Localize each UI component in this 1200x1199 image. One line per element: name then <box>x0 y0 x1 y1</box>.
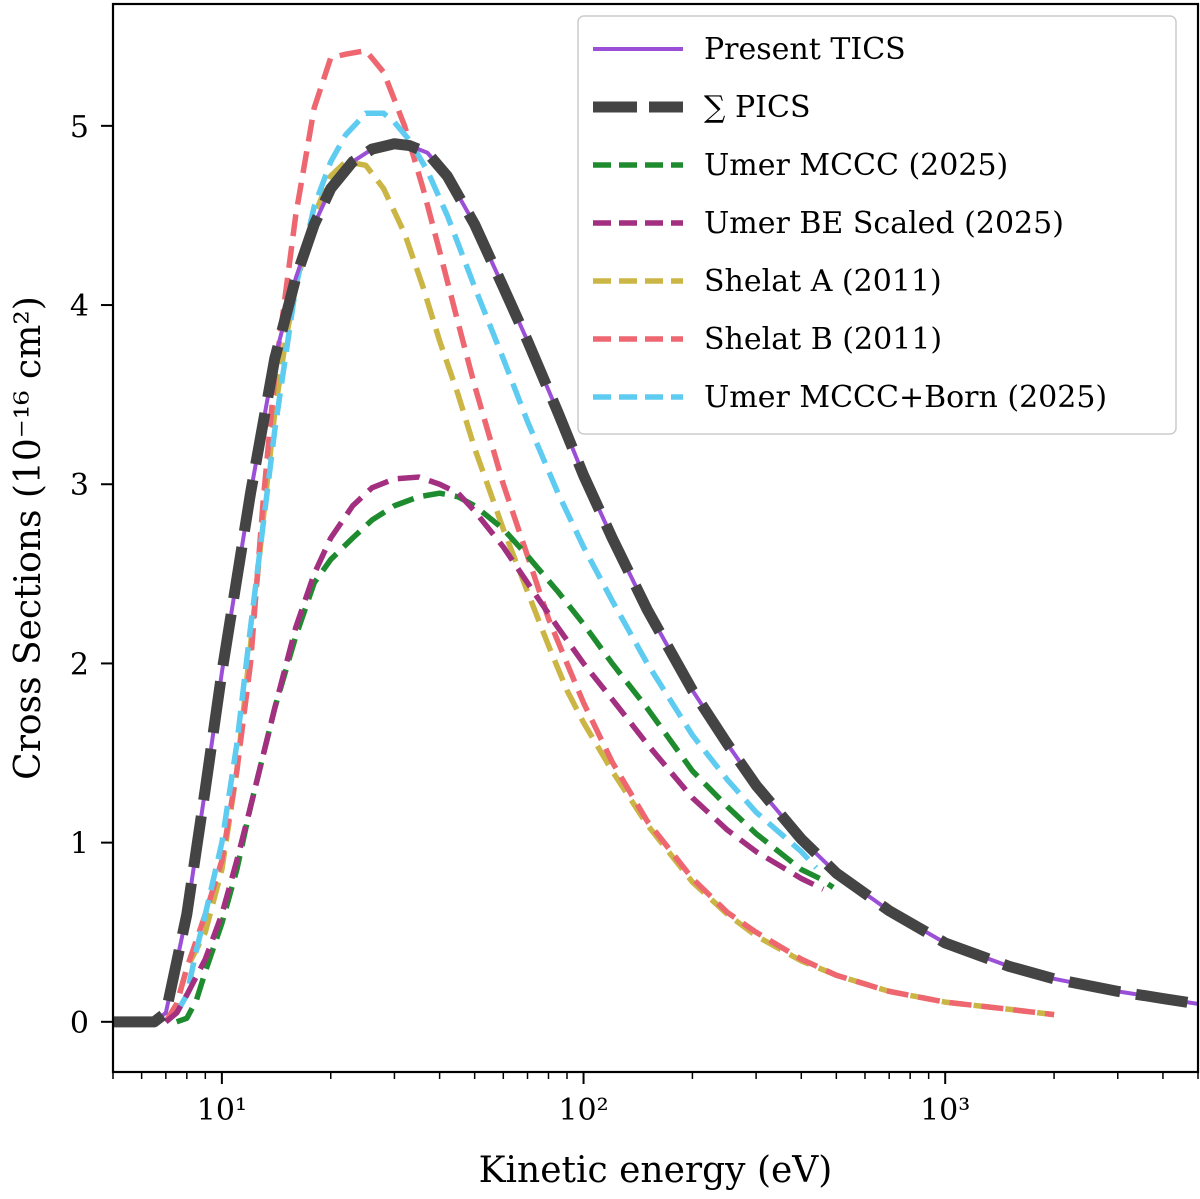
legend-label-2: ∑ PICS <box>704 90 811 125</box>
legend-label-5: Shelat A (2011) <box>704 264 942 299</box>
y-tick-label-5: 4 <box>70 289 89 324</box>
plot-frame <box>111 2 1200 1074</box>
legend-label-3: Umer MCCC (2025) <box>704 148 1008 183</box>
y-tick-label-6: 5 <box>70 110 89 145</box>
y-tick-label-2: 1 <box>70 827 89 862</box>
series-line-4 <box>164 474 825 1024</box>
legend-label-4: Umer BE Scaled (2025) <box>704 206 1064 241</box>
legend: Present TICS ∑ PICS Umer MCCC (2025) Umer B… <box>577 15 1177 435</box>
y-axis-title: Cross Sections (10⁻¹⁶ cm²) <box>8 296 49 780</box>
x-tick-label-2: 10² <box>558 1093 608 1128</box>
series-layer <box>113 47 1198 1028</box>
legend-label-1: Present TICS <box>704 32 906 67</box>
series-line-6 <box>163 47 1055 1024</box>
y-tick-label-3: 2 <box>70 647 89 682</box>
series-line-2 <box>113 138 1198 1028</box>
y-tick-label-4: 3 <box>70 468 89 503</box>
x-tick-label-1: 10¹ <box>197 1093 247 1128</box>
y-tick-label-1: 0 <box>70 1006 89 1041</box>
series-line-3 <box>175 490 835 1025</box>
legend-label-6: Shelat B (2011) <box>704 322 942 357</box>
x-axis-title: Kinetic energy (eV) <box>479 1150 833 1191</box>
legend-box <box>577 15 1177 435</box>
ticks-layer: 10¹ 10² 10³ 0 1 2 3 4 5 <box>70 110 1199 1128</box>
x-tick-label-3: 10³ <box>920 1093 970 1128</box>
series-line-7 <box>174 110 819 1015</box>
legend-label-7: Umer MCCC+Born (2025) <box>704 380 1107 415</box>
